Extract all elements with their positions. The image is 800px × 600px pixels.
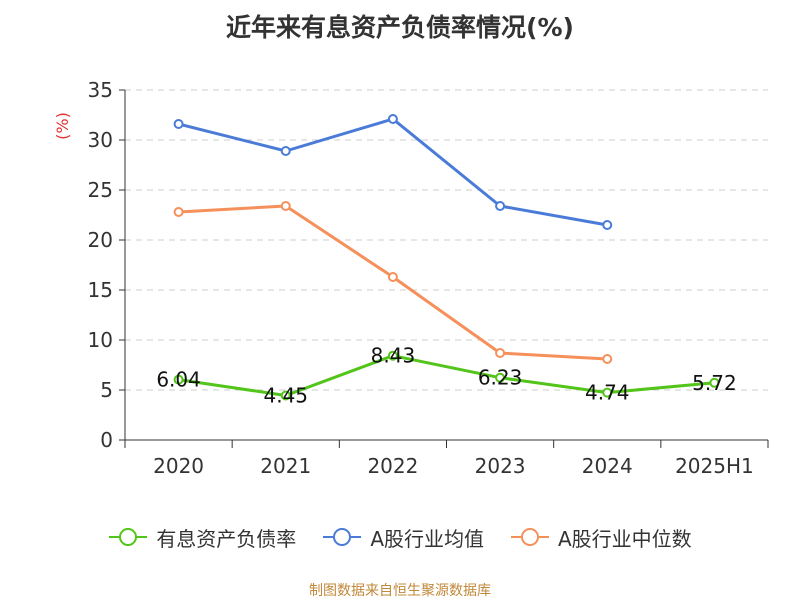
x-tick-label: 2022 [367,454,418,478]
data-point [602,354,613,364]
legend-marker [333,528,352,546]
legend-item-0[interactable]: 有息资产负债率 [108,523,296,552]
x-tick-label: 2020 [153,454,204,478]
data-point [173,119,184,129]
data-label: 5.72 [692,371,737,395]
legend-label: A股行业中位数 [558,526,692,551]
data-label: 4.45 [263,384,308,408]
data-point [602,387,613,398]
legend-swatch-icon [511,528,549,546]
data-point [387,272,398,282]
data-labels: 6.04 4.45 8.43 6.23 4.74 5.72 [156,344,736,408]
legend-swatch-icon [109,528,148,546]
data-point [280,146,291,156]
legend-swatch-icon [323,528,362,546]
y-tick-label: 35 [88,78,113,102]
data-label: 6.23 [478,366,523,390]
y-tick-label: 10 [88,328,113,352]
source-note: 制图数据来自恒生聚源数据库 [309,583,491,599]
legend-label: 有息资产负债率 [156,526,297,551]
data-point [709,377,720,388]
legend-label: A股行业均值 [370,526,484,551]
data-point [387,114,398,124]
data-point [495,348,506,358]
data-point [280,390,291,401]
legend-marker [119,528,138,546]
data-point [602,220,613,230]
data-point [173,207,184,217]
data-label: 6.04 [156,368,201,392]
data-label: 8.43 [371,344,416,368]
y-tick-label: 5 [100,378,113,402]
y-tick-label: 15 [88,278,113,302]
x-tick-label: 2025H1 [675,454,754,478]
series-line-0 [177,354,716,397]
data-point [387,350,398,361]
axes: 0 5 10 15 20 25 30 35 2020 2021 2022 2023 2024 2025H1… [53,78,769,478]
legend-item-1[interactable]: A股行业均值 [322,523,484,552]
series-line-2 [177,204,609,361]
legend-item-2[interactable]: A股行业中位数 [510,523,692,552]
data-point [280,201,291,211]
y-tick-label: 20 [88,228,113,252]
gridlines [125,89,768,391]
series-lines [173,114,720,401]
y-axis-label: (%) [53,112,72,140]
x-tick-label: 2024 [582,454,633,478]
data-point [495,372,506,383]
chart-title: 近年来有息资产负债率情况(%) [226,13,574,42]
x-tick-label: 2023 [475,454,526,478]
x-tick-label: 2021 [260,454,311,478]
y-tick-label: 0 [100,428,113,452]
data-label: 4.74 [585,381,630,405]
legend: 有息资产负债率 A股行业均值 A股行业中位数 [0,520,800,554]
legend-marker [521,528,539,546]
y-tick-label: 25 [88,178,113,202]
data-point [495,201,506,211]
y-tick-label: 30 [88,128,113,152]
data-point [173,374,184,385]
